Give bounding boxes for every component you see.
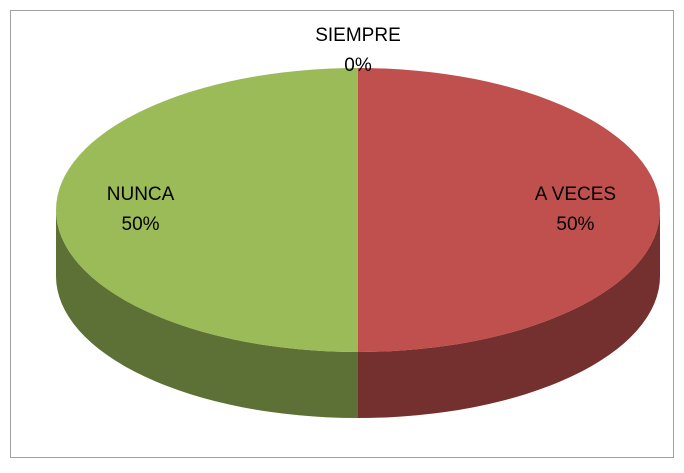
- slice-side-shade: [56, 210, 358, 418]
- slice-side: [56, 210, 358, 418]
- value-label: 50%: [556, 214, 594, 235]
- category-label: SIEMPRE: [315, 25, 401, 46]
- slice: [56, 68, 358, 352]
- slice-side: [358, 210, 660, 418]
- category-label: A VECES: [535, 184, 616, 205]
- value-label: 50%: [122, 214, 160, 235]
- category-label: NUNCA: [107, 184, 175, 205]
- value-label: 0%: [344, 55, 372, 76]
- slice-side-shade: [358, 210, 660, 418]
- slice: [358, 68, 660, 352]
